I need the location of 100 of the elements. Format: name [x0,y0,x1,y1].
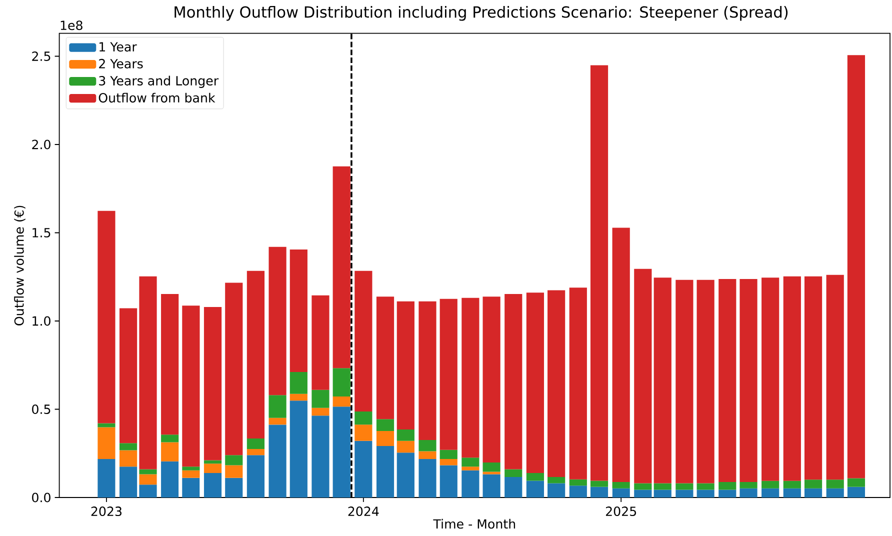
bar [182,306,200,467]
bar [569,479,587,486]
bar [612,488,630,498]
bar [161,434,179,442]
bar [354,440,372,498]
bar [440,465,458,498]
bar [654,483,672,490]
bar [847,55,866,478]
bar [312,295,330,390]
bar [312,408,330,416]
bar [182,466,200,470]
bar [590,486,608,498]
bar [504,469,522,478]
bar [504,477,522,498]
bar [804,488,822,498]
bar [590,480,608,487]
bar [119,308,138,444]
bar [225,478,243,498]
bar [740,488,758,498]
bar [718,482,736,490]
bar [396,452,414,498]
bar [98,210,116,424]
bar [312,416,330,498]
bar [119,450,138,467]
bar [783,488,801,498]
legend-label: Outflow from bank [98,92,216,103]
y-tick-label: 2.0 [32,140,50,150]
bar [482,472,500,474]
bar [696,483,714,490]
bar [696,280,714,484]
x-axis-title: Time - Month [433,518,516,529]
bar [98,427,116,460]
bar [418,451,436,460]
bar [762,480,780,488]
bar [634,483,652,490]
bar [246,270,265,439]
bar [526,472,544,481]
bar [139,484,157,498]
bar [182,478,200,498]
bar [332,396,350,407]
x-tick-label: 2025 [606,506,636,516]
bar [718,490,736,498]
bar [696,490,714,498]
bar [654,490,672,498]
bar [418,459,436,498]
bar [225,455,243,466]
bar [462,298,480,458]
bar [569,486,587,498]
x-tick-label: 2024 [348,506,379,516]
bar [290,250,308,372]
bar [225,282,243,456]
text: 1e8 [60,20,82,30]
bar [98,459,116,498]
bar [826,488,844,498]
bar [462,458,480,467]
bar [332,406,350,498]
bar [612,482,630,488]
bar [740,278,758,482]
bar [376,296,394,420]
bar [612,228,630,482]
bar [676,490,694,498]
bar [332,166,350,368]
bar [290,400,308,498]
bar [569,288,587,480]
y-tick-label: 1.0 [32,316,50,326]
bar [246,448,265,456]
bar [98,423,116,428]
bar [634,490,652,498]
bar [634,268,652,484]
bar [204,307,222,460]
bar [847,486,866,498]
bar [396,430,414,441]
bar [139,469,157,474]
bar [654,278,672,484]
bar [119,443,138,450]
bar [268,424,286,498]
y-tick-label: 1.5 [32,228,50,238]
bar [290,372,308,394]
bar [354,424,372,441]
y-tick-label: 0.0 [32,492,50,502]
bar [396,440,414,453]
bar [225,465,243,478]
y-axis-title: Outflow volume (€) [14,206,26,326]
bar [354,270,372,412]
y-tick-label: 2.5 [32,51,50,61]
bar [804,480,822,488]
bar [740,482,758,488]
bar [440,298,458,450]
bar [161,461,179,498]
bar [268,246,286,396]
bar [354,412,372,425]
bar [826,274,844,480]
bar [804,276,822,480]
legend-label: 2 Years [99,58,143,68]
bar [418,440,436,452]
bar [161,442,179,462]
chart-title: Monthly Outflow Distribution including Predictions Scenario: Steepener (Spread) [174,6,788,21]
bar [139,276,157,470]
bar [246,455,265,498]
bar [548,483,566,498]
